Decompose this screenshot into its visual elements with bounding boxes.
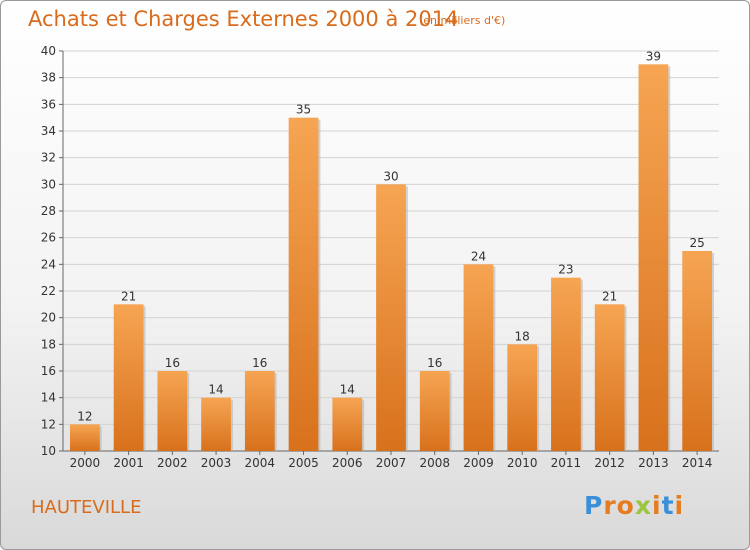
x-tick-label: 2002 bbox=[157, 456, 188, 470]
x-tick-label: 2006 bbox=[332, 456, 363, 470]
logo-letter: r bbox=[603, 491, 617, 520]
value-label: 21 bbox=[121, 289, 136, 303]
value-label: 14 bbox=[340, 383, 355, 397]
value-label: 39 bbox=[646, 49, 661, 63]
value-label: 24 bbox=[471, 249, 486, 263]
value-label: 23 bbox=[558, 263, 573, 277]
logo-letter: i bbox=[674, 491, 685, 520]
logo-letter: P bbox=[584, 491, 604, 520]
x-tick-label: 2011 bbox=[551, 456, 582, 470]
bar-2005 bbox=[288, 117, 319, 452]
value-label: 14 bbox=[208, 383, 223, 397]
y-tick-label: 32 bbox=[41, 151, 56, 165]
bar-2012 bbox=[594, 304, 625, 451]
y-tick-label: 28 bbox=[41, 204, 56, 218]
x-tick-label: 2009 bbox=[463, 456, 494, 470]
value-label: 16 bbox=[165, 356, 180, 370]
bar-2010 bbox=[507, 344, 538, 451]
value-label: 12 bbox=[77, 409, 92, 423]
logo-letter: o bbox=[616, 491, 635, 520]
value-label: 30 bbox=[383, 169, 398, 183]
bar-2014 bbox=[682, 251, 713, 451]
y-tick-label: 40 bbox=[41, 44, 56, 58]
value-label: 16 bbox=[427, 356, 442, 370]
chart-subtitle: (en milliers d'€) bbox=[419, 14, 506, 27]
bar-2011 bbox=[551, 277, 581, 451]
y-tick-label: 24 bbox=[41, 257, 56, 271]
x-tick-label: 2004 bbox=[245, 456, 276, 470]
bar-2004 bbox=[244, 371, 275, 451]
x-tick-label: 2000 bbox=[70, 456, 101, 470]
y-tick-label: 18 bbox=[41, 337, 56, 351]
y-tick-label: 38 bbox=[41, 71, 56, 85]
logo-letter: x bbox=[634, 491, 652, 520]
proxiti-logo: Proxiti bbox=[584, 491, 684, 520]
x-tick-label: 2014 bbox=[682, 456, 713, 470]
x-tick-label: 2003 bbox=[201, 456, 232, 470]
y-tick-label: 22 bbox=[41, 284, 56, 298]
bar-2000 bbox=[69, 424, 100, 451]
bar-2002 bbox=[157, 371, 188, 451]
bar-2003 bbox=[201, 397, 231, 451]
y-tick-label: 14 bbox=[41, 391, 56, 405]
y-tick-label: 12 bbox=[41, 417, 56, 431]
y-tick-label: 26 bbox=[41, 231, 56, 245]
value-label: 21 bbox=[602, 289, 617, 303]
place-name: HAUTEVILLE bbox=[31, 497, 142, 518]
x-tick-label: 2012 bbox=[594, 456, 625, 470]
y-tick-label: 34 bbox=[41, 124, 56, 138]
bar-2001 bbox=[113, 304, 144, 451]
value-label: 16 bbox=[252, 356, 267, 370]
value-label: 18 bbox=[515, 329, 530, 343]
x-tick-label: 2008 bbox=[419, 456, 450, 470]
bar-chart: 10 12 14 16 18 20 22 24 26 28 30 32 34 36 38 40 12 2000 21… bbox=[41, 44, 719, 470]
value-label: 35 bbox=[296, 103, 311, 117]
y-tick-label: 10 bbox=[41, 444, 56, 458]
bar-2009 bbox=[463, 264, 494, 451]
logo-letter: t bbox=[661, 491, 675, 520]
y-tick-label: 16 bbox=[41, 364, 56, 378]
labels: 10 12 14 16 18 20 22 24 26 28 30 32 34 36 38 40 12 2000 21… bbox=[41, 44, 713, 470]
bar-2008 bbox=[419, 371, 450, 451]
bars bbox=[69, 64, 715, 452]
logo-letter: i bbox=[652, 491, 662, 520]
y-tick-label: 30 bbox=[41, 177, 56, 191]
bar-2007 bbox=[376, 184, 406, 452]
bar-2013 bbox=[638, 64, 669, 452]
x-tick-label: 2001 bbox=[113, 456, 144, 470]
x-tick-label: 2013 bbox=[638, 456, 669, 470]
x-tick-label: 2010 bbox=[507, 456, 538, 470]
y-tick-label: 20 bbox=[41, 311, 56, 325]
chart-title: Achats et Charges Externes 2000 à 2014 bbox=[28, 7, 459, 31]
value-label: 25 bbox=[689, 236, 704, 250]
x-tick-label: 2007 bbox=[376, 456, 407, 470]
x-tick-label: 2005 bbox=[288, 456, 319, 470]
bar-2006 bbox=[332, 397, 363, 451]
y-tick-label: 36 bbox=[41, 97, 56, 111]
